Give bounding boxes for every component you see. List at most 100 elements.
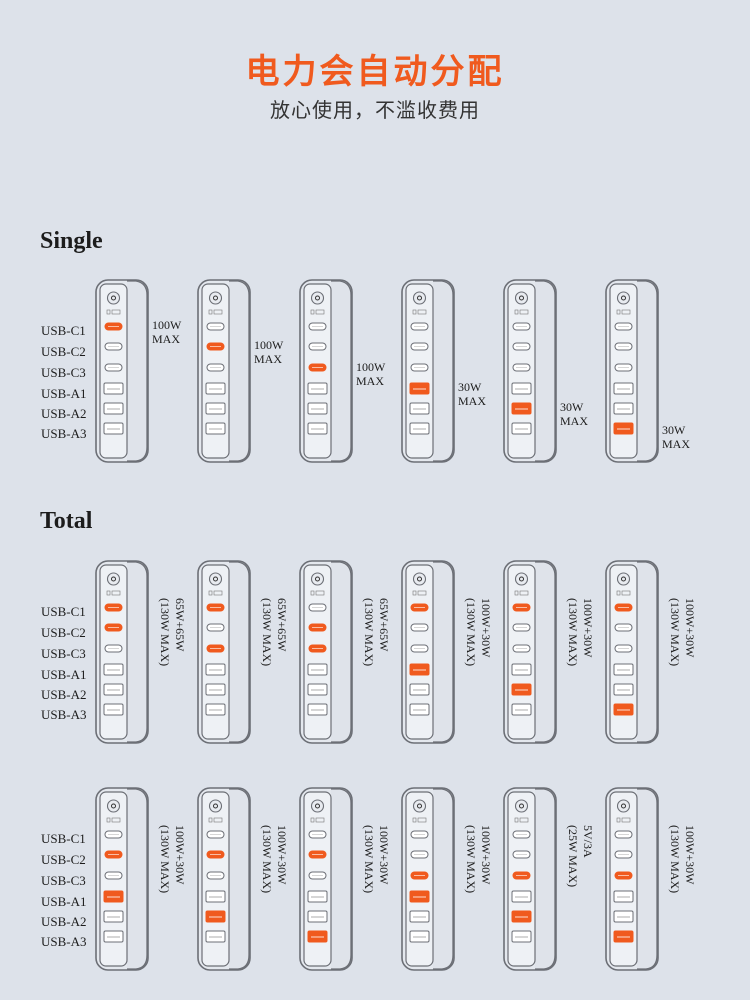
port-label-usb-c2: USB-C2 xyxy=(41,344,86,359)
usb-a2-port xyxy=(613,910,634,923)
usb-a3-port xyxy=(307,422,328,435)
power-max: (130W MAX) xyxy=(158,825,172,894)
power-combination: 65W+65W xyxy=(173,598,187,652)
power-combination: 100W+30W xyxy=(377,825,391,885)
usb-a1-port xyxy=(205,663,226,676)
usb-a1-port xyxy=(205,382,226,395)
power-max: (25W MAX) xyxy=(566,825,580,888)
power-button-icon xyxy=(616,291,631,305)
power-button-icon xyxy=(208,291,223,305)
power-button-icon xyxy=(310,291,325,305)
charger-device-total-2-4 xyxy=(401,787,455,971)
page-title: 电力会自动分配 xyxy=(245,52,505,92)
single-power-label: 30W MAX xyxy=(662,423,690,451)
usb-a2-port xyxy=(409,683,430,696)
charger-device-single-6 xyxy=(605,279,659,463)
power-button-icon xyxy=(616,572,631,586)
usb-a1-port xyxy=(613,663,634,676)
single-power-label: 30W MAX xyxy=(560,400,588,428)
power-max: (130W MAX) xyxy=(260,598,274,667)
total-power-label: 65W+65W (130W MAX) xyxy=(149,598,187,748)
port-label-usb-c1: USB-C1 xyxy=(41,604,86,619)
usb-a3-port-active xyxy=(613,930,634,943)
usb-a3-port xyxy=(511,930,532,943)
power-max: (130W MAX) xyxy=(464,825,478,894)
usb-a2-port xyxy=(307,910,328,923)
charger-device-total-2-2 xyxy=(197,787,251,971)
usb-a3-port xyxy=(307,703,328,716)
power-rating: 100W xyxy=(356,360,386,374)
power-max: (130W MAX) xyxy=(158,598,172,667)
usb-a2-port xyxy=(409,402,430,415)
usb-a3-port xyxy=(511,703,532,716)
charger-device-total-1-2 xyxy=(197,560,251,744)
power-button-icon xyxy=(514,291,529,305)
charger-device-total-1-4 xyxy=(401,560,455,744)
usb-a1-port xyxy=(307,382,328,395)
port-label-usb-a2: USB-A2 xyxy=(41,687,87,702)
usb-a1-port xyxy=(103,663,124,676)
usb-a2-port xyxy=(103,910,124,923)
usb-a1-port xyxy=(307,890,328,903)
charger-device-single-4 xyxy=(401,279,455,463)
usb-a2-port xyxy=(613,683,634,696)
power-button-icon xyxy=(412,799,427,813)
power-max: (130W MAX) xyxy=(362,598,376,667)
usb-a2-port xyxy=(205,402,226,415)
charger-device-total-1-3 xyxy=(299,560,353,744)
power-max: MAX xyxy=(560,414,589,428)
power-combination: 100W+30W xyxy=(683,598,697,658)
single-power-label: 30W MAX xyxy=(458,380,486,408)
single-power-label: 100W MAX xyxy=(152,318,181,346)
power-combination: 65W+65W xyxy=(377,598,391,652)
port-label-usb-a1: USB-A1 xyxy=(41,667,87,682)
power-max: (130W MAX) xyxy=(668,598,682,667)
usb-a2-port xyxy=(613,402,634,415)
section-title-total: Total xyxy=(40,508,93,534)
total-power-label: 100W+30W (130W MAX) xyxy=(353,825,391,975)
total-power-label: 65W+65W (130W MAX) xyxy=(251,598,289,748)
usb-a3-port-active xyxy=(613,703,634,716)
usb-a1-port xyxy=(511,890,532,903)
power-button-icon xyxy=(208,799,223,813)
power-max: (130W MAX) xyxy=(362,825,376,894)
power-button-icon xyxy=(310,572,325,586)
usb-a3-port-active xyxy=(307,930,328,943)
single-power-label: 100W MAX xyxy=(356,360,385,388)
usb-a3-port xyxy=(409,422,430,435)
usb-a1-port xyxy=(511,663,532,676)
port-label-usb-a2: USB-A2 xyxy=(41,914,87,929)
power-button-icon xyxy=(106,291,121,305)
power-combination: 100W+30W xyxy=(581,598,595,658)
usb-a1-port xyxy=(103,382,124,395)
usb-a2-port xyxy=(103,683,124,696)
power-button-icon xyxy=(412,572,427,586)
power-max: (130W MAX) xyxy=(464,598,478,667)
page-subtitle: 放心使用，不滥收费用 xyxy=(270,98,480,122)
power-rating: 100W xyxy=(254,338,284,352)
port-label-usb-c3: USB-C3 xyxy=(41,646,86,661)
power-max: MAX xyxy=(662,437,691,451)
total-power-label: 100W+30W (130W MAX) xyxy=(455,598,493,748)
power-rating: 100W xyxy=(152,318,182,332)
usb-a3-port xyxy=(409,703,430,716)
power-button-icon xyxy=(616,799,631,813)
single-power-label: 100W MAX xyxy=(254,338,283,366)
total-power-label: 100W+30W (130W MAX) xyxy=(659,825,697,975)
usb-a1-port xyxy=(205,890,226,903)
power-max: (130W MAX) xyxy=(668,825,682,894)
charger-device-total-2-6 xyxy=(605,787,659,971)
power-rating: 30W xyxy=(560,400,584,414)
section-title-single: Single xyxy=(40,228,103,254)
usb-a2-port-active xyxy=(511,910,532,923)
port-label-usb-c2: USB-C2 xyxy=(41,852,86,867)
usb-a2-port-active xyxy=(511,683,532,696)
usb-a1-port xyxy=(613,382,634,395)
usb-a3-port xyxy=(511,422,532,435)
usb-a1-port-active xyxy=(409,663,430,676)
charger-device-total-2-1 xyxy=(95,787,149,971)
charger-device-total-1-6 xyxy=(605,560,659,744)
total-power-label: 5V/3A (25W MAX) xyxy=(557,825,595,975)
usb-a1-port-active xyxy=(409,890,430,903)
charger-device-total-1-5 xyxy=(503,560,557,744)
